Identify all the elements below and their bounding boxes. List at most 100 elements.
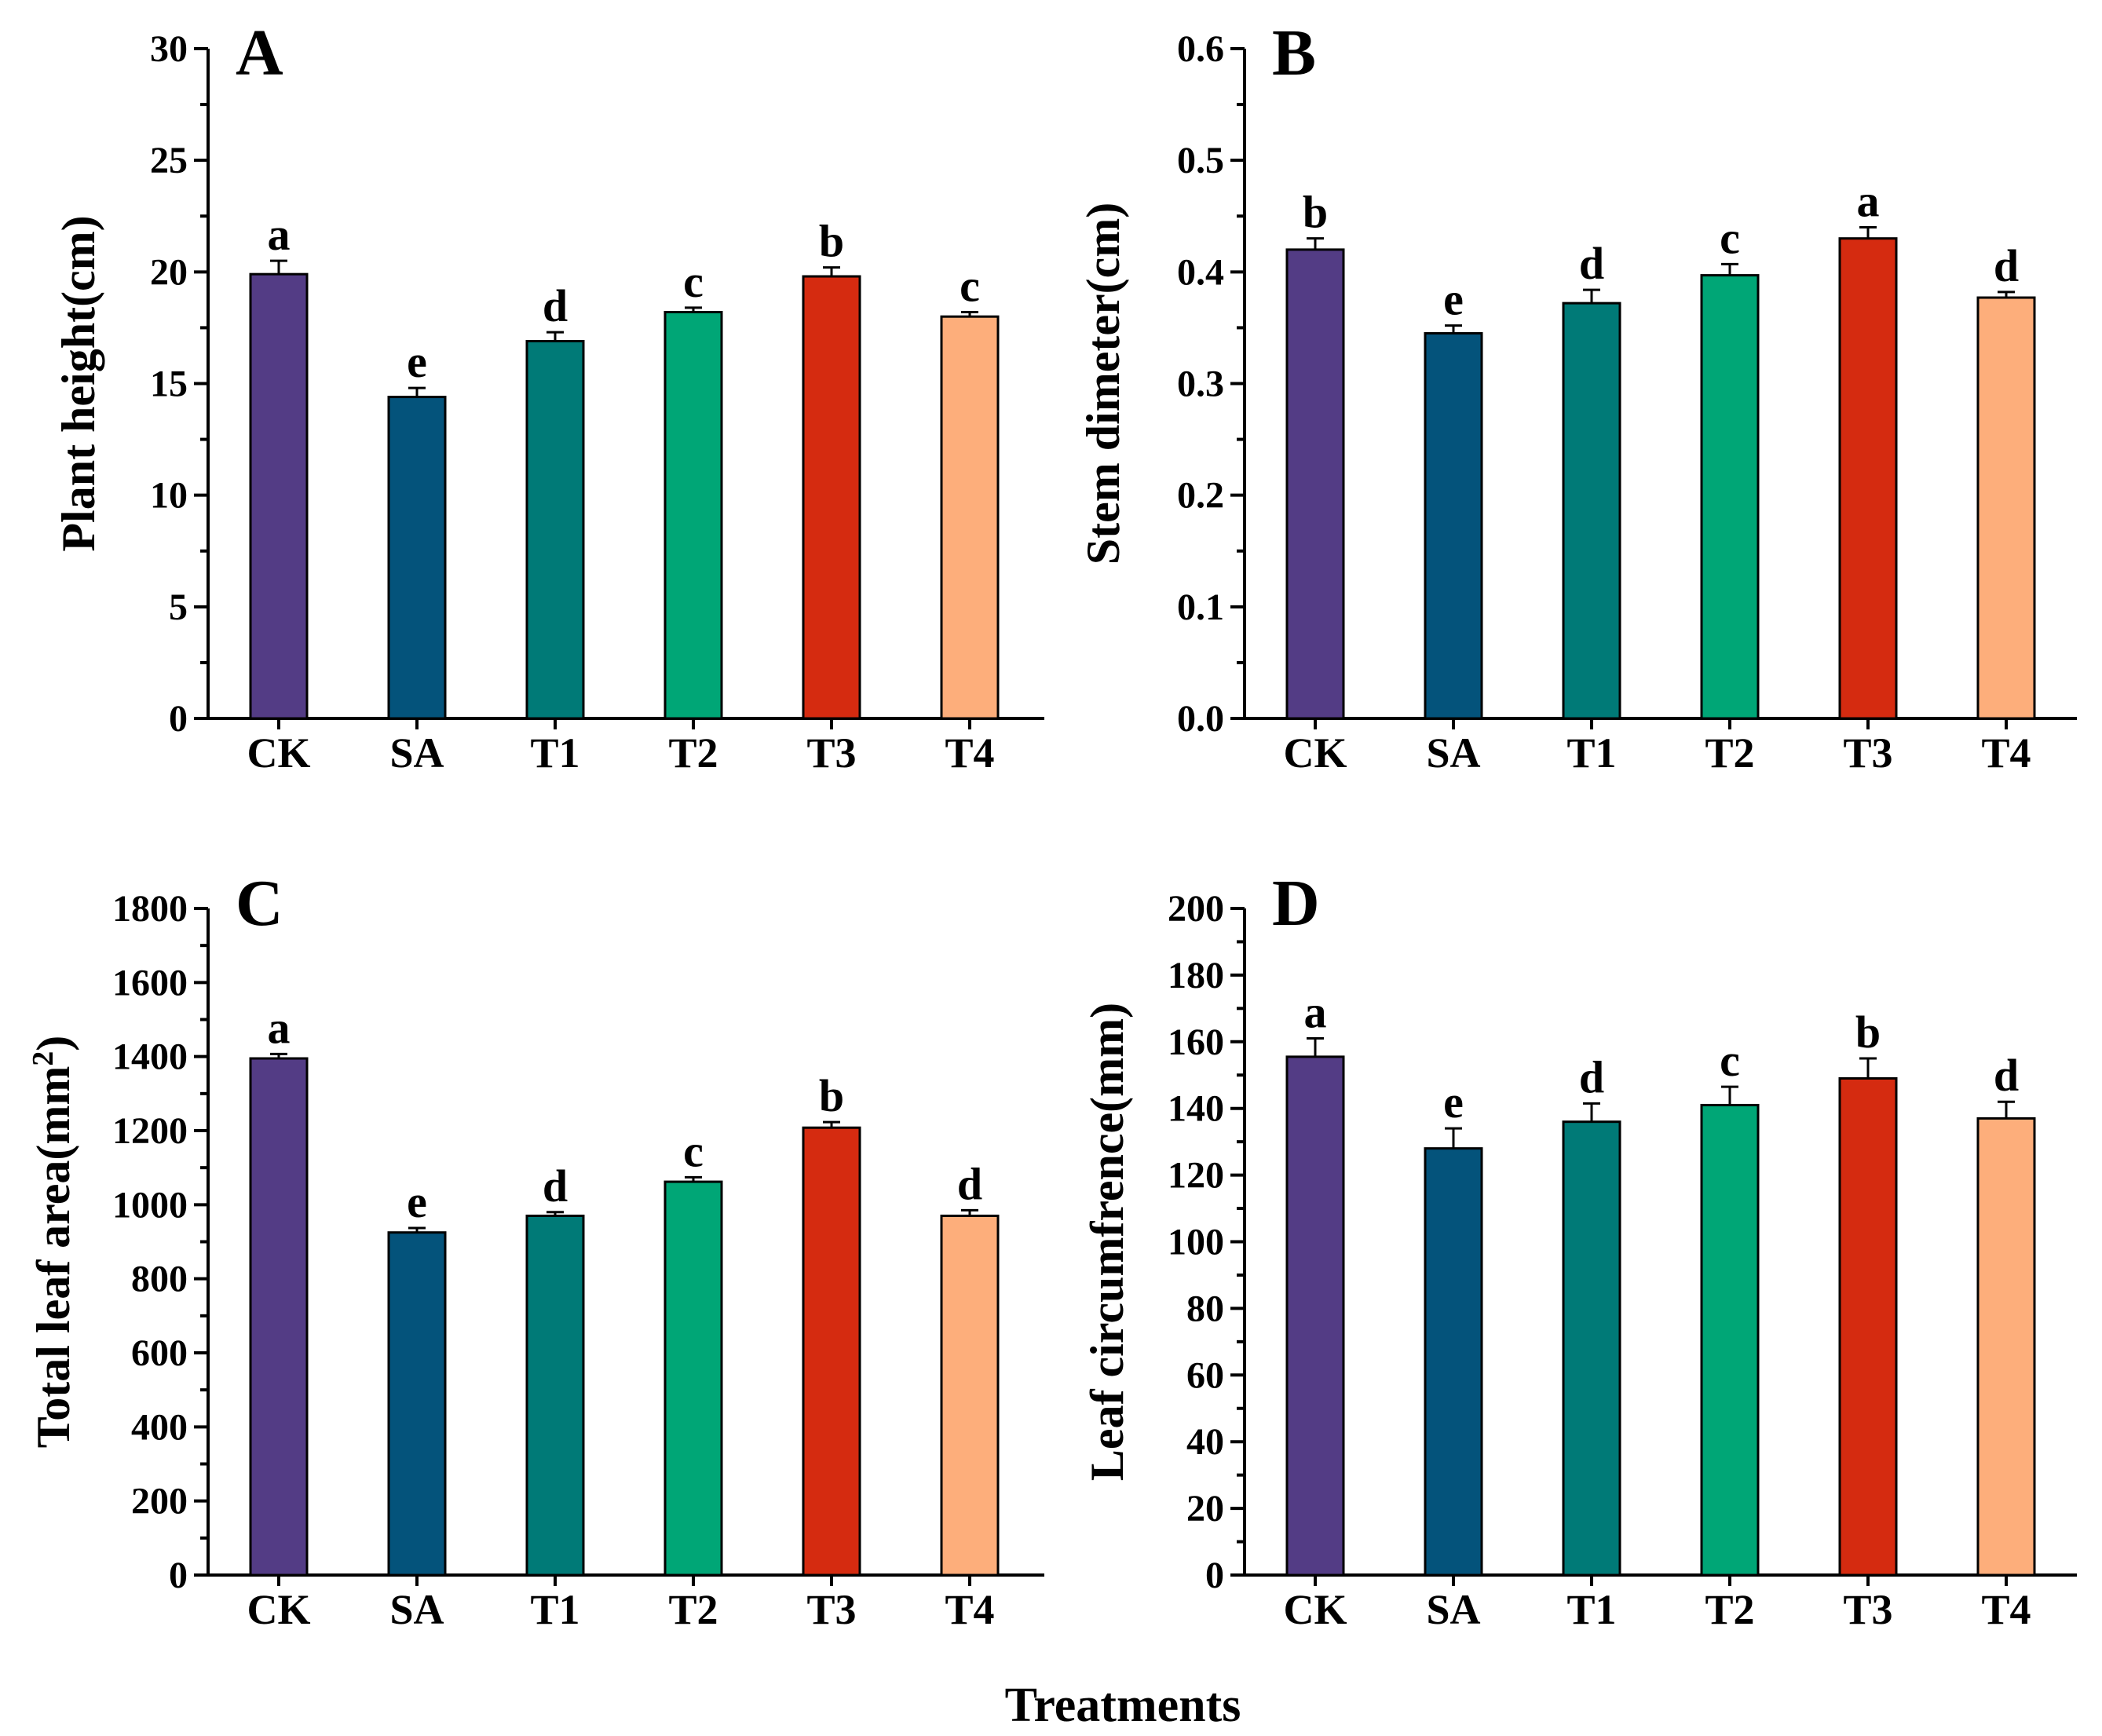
y-tick-label: 15 <box>150 364 188 405</box>
y-tick-label: 1600 <box>112 962 188 1003</box>
x-tick-label: T3 <box>1843 1586 1892 1633</box>
x-tick-label: T2 <box>1705 729 1754 777</box>
bar-t4 <box>1976 1117 2036 1577</box>
x-tick-label: CK <box>247 729 311 777</box>
significance-label: a <box>1857 175 1880 226</box>
y-tick-label: 160 <box>1168 1021 1224 1063</box>
y-tick-label: 20 <box>150 251 188 293</box>
x-tick-label: SA <box>389 1586 444 1633</box>
significance-label: d <box>1994 240 2019 291</box>
bar-sa <box>387 396 447 720</box>
y-tick-label: 0.5 <box>1177 140 1224 181</box>
bar-t1 <box>525 1214 585 1577</box>
x-tick-label: T3 <box>1843 729 1892 777</box>
y-axis-title: Leaf circumfrence(mm) <box>1081 1003 1133 1481</box>
panel-c: 0 200 400 600 800 1000 1200 1400 1600 1800 a CK e SA d… <box>27 867 1044 1633</box>
x-tick-label: T2 <box>668 1586 718 1633</box>
panel-label: C <box>236 867 283 940</box>
x-tick-label: T1 <box>530 729 579 777</box>
y-tick-label: 0.6 <box>1177 28 1224 70</box>
bar-t1 <box>525 339 585 720</box>
panel-b: 0.0 0.1 0.2 0.3 0.4 0.5 0.6 b CK e SA d T1 c T2 a T3 d T4 B… <box>1077 16 2077 777</box>
bar-sa <box>1424 1147 1483 1577</box>
x-tick-label: T3 <box>806 1586 856 1633</box>
x-tick-label: T4 <box>945 729 994 777</box>
bar-ck <box>1285 1055 1345 1577</box>
x-tick-label: T2 <box>1705 1586 1754 1633</box>
significance-label: e <box>407 336 427 387</box>
bar-ck <box>1285 248 1345 720</box>
x-tick-label: T1 <box>530 1586 579 1633</box>
y-tick-label: 1000 <box>112 1184 188 1226</box>
y-tick-label: 10 <box>150 475 188 517</box>
y-tick-label: 0.0 <box>1177 698 1224 740</box>
significance-label: a <box>1304 987 1327 1038</box>
significance-label: e <box>1443 274 1464 325</box>
x-tick-label: T4 <box>1981 729 2031 777</box>
y-tick-label: 0 <box>1205 1555 1224 1596</box>
y-tick-label: 1800 <box>112 888 188 930</box>
x-tick-label: T2 <box>668 729 718 777</box>
significance-label: b <box>819 216 844 267</box>
significance-label: c <box>1720 1035 1740 1086</box>
significance-label: a <box>268 1002 291 1053</box>
y-tick-label: 25 <box>150 140 188 181</box>
significance-label: a <box>268 209 291 260</box>
bar-t4 <box>1976 296 2036 720</box>
y-axis-title: Plant height(cm) <box>53 215 104 551</box>
bar-ck <box>249 272 309 720</box>
y-tick-label: 20 <box>1186 1488 1224 1530</box>
y-tick-label: 5 <box>169 587 188 628</box>
y-tick-label: 600 <box>131 1332 188 1374</box>
x-tick-label: T4 <box>1981 1586 2031 1633</box>
y-tick-label: 1200 <box>112 1110 188 1152</box>
y-tick-label: 30 <box>150 28 188 70</box>
significance-label: e <box>407 1176 427 1227</box>
bar-t2 <box>664 311 723 720</box>
bar-t3 <box>802 1126 861 1577</box>
x-tick-label: T4 <box>945 1586 994 1633</box>
bar-t2 <box>1700 274 1760 720</box>
panel-label: B <box>1272 16 1316 90</box>
x-tick-label: CK <box>1284 1586 1347 1633</box>
x-tick-label: SA <box>389 729 444 777</box>
y-tick-label: 400 <box>131 1406 188 1448</box>
y-tick-label: 0.3 <box>1177 364 1224 405</box>
y-tick-label: 100 <box>1168 1222 1224 1263</box>
y-tick-label: 1400 <box>112 1036 188 1078</box>
y-axis-title: Stem dimeter(cm) <box>1077 203 1129 565</box>
y-tick-label: 200 <box>1168 888 1224 930</box>
y-tick-label: 0 <box>169 698 188 740</box>
x-tick-label: T1 <box>1566 729 1616 777</box>
bar-t4 <box>940 315 1000 720</box>
bar-ck <box>249 1057 309 1577</box>
significance-label: d <box>957 1158 982 1209</box>
panel-label: D <box>1272 867 1320 940</box>
significance-label: b <box>819 1070 844 1121</box>
x-tick-label: T3 <box>806 729 856 777</box>
panel-label: A <box>236 16 283 90</box>
significance-label: c <box>960 261 980 312</box>
significance-label: d <box>1994 1050 2019 1101</box>
y-tick-label: 800 <box>131 1259 188 1300</box>
significance-label: c <box>683 1125 704 1176</box>
y-tick-label: 200 <box>131 1481 188 1522</box>
significance-label: d <box>543 1160 568 1212</box>
y-tick-label: 80 <box>1186 1288 1224 1329</box>
y-tick-label: 0.4 <box>1177 251 1224 293</box>
bar-t2 <box>664 1180 723 1577</box>
y-tick-label: 0.1 <box>1177 587 1224 628</box>
x-tick-label: T1 <box>1566 1586 1616 1633</box>
bar-t3 <box>1838 1076 1898 1577</box>
significance-label: b <box>1855 1007 1881 1058</box>
y-tick-label: 0 <box>169 1555 188 1596</box>
bar-t2 <box>1700 1103 1760 1577</box>
x-tick-label: CK <box>247 1586 311 1633</box>
significance-label: e <box>1443 1076 1464 1127</box>
significance-label: d <box>543 280 568 331</box>
significance-label: d <box>1579 238 1604 289</box>
y-tick-label: 120 <box>1168 1155 1224 1197</box>
significance-label: c <box>1720 212 1740 263</box>
y-axis-title: Total leaf area(mm2) <box>27 1036 79 1449</box>
